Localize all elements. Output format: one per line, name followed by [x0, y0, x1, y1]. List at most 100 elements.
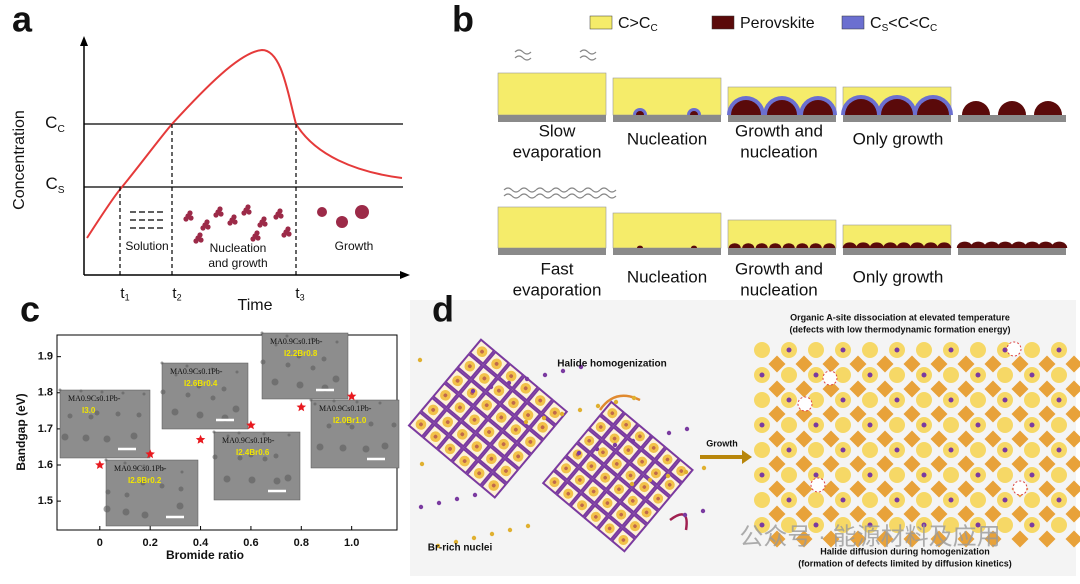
halide [494, 361, 499, 366]
cluster [355, 205, 369, 219]
halide [813, 422, 819, 428]
halide [1029, 422, 1035, 428]
octahedron [876, 405, 894, 423]
stage-label: nucleation [740, 280, 818, 299]
grain [310, 365, 316, 371]
a-site [916, 442, 932, 458]
perovskite [767, 100, 797, 115]
a-site [1024, 442, 1040, 458]
octahedron [822, 480, 840, 498]
ion [472, 492, 478, 498]
grain [122, 508, 130, 516]
panel-label: d [432, 289, 454, 330]
watermark: 公众号 · 能源材料及应用 [739, 523, 1000, 550]
halide [1002, 447, 1008, 453]
defect [797, 396, 813, 412]
legend-text: S [882, 23, 889, 34]
a-site [1051, 517, 1067, 533]
step-label: Halide homogenization [557, 359, 666, 370]
octahedron [795, 480, 813, 498]
octahedron [876, 530, 894, 548]
ion [594, 446, 600, 452]
decoration [407, 338, 1080, 553]
grain [378, 401, 382, 405]
halide [654, 471, 658, 476]
a-site [943, 367, 959, 383]
grain [196, 383, 202, 389]
halide [975, 422, 981, 428]
octahedron [849, 405, 867, 423]
note: Halide diffusion during homogenization [820, 546, 990, 556]
octahedron [930, 405, 948, 423]
a-site [916, 492, 932, 508]
ion [578, 364, 584, 370]
grain [260, 331, 264, 335]
halide [487, 430, 491, 434]
ion [612, 442, 618, 448]
region-label: and growth [208, 256, 267, 270]
grain [82, 434, 90, 442]
inset-formula: I3.0 [82, 406, 96, 415]
inset-formula: I2.8Br0.2 [128, 476, 162, 485]
halide [460, 432, 465, 437]
halide [630, 499, 635, 503]
ion [700, 508, 706, 514]
grain [212, 454, 218, 460]
octahedron [849, 530, 867, 548]
grain [273, 453, 279, 459]
perovskite [998, 101, 1026, 115]
octahedron [984, 430, 1002, 448]
halide [867, 522, 873, 528]
nuclei-label: Br-rich nuclei [428, 543, 493, 554]
grain [121, 391, 125, 395]
perovskite [731, 100, 761, 115]
data-point [246, 420, 256, 430]
halide [813, 522, 819, 528]
perovskite [1010, 241, 1027, 248]
substrate [958, 115, 1066, 122]
a-site [781, 417, 797, 433]
cluster [205, 224, 211, 230]
grain [287, 433, 291, 437]
stage-label: nucleation [740, 142, 818, 161]
perovskite [883, 242, 898, 248]
grain [105, 489, 111, 495]
grain [248, 452, 254, 458]
label-main: t [172, 285, 177, 302]
grain [79, 389, 83, 393]
a-site [1024, 492, 1040, 508]
perovskite [636, 111, 644, 115]
octahedron [930, 455, 948, 473]
x-tick-label: 0.4 [193, 537, 209, 549]
a-site [835, 517, 851, 533]
octahedron [849, 455, 867, 473]
legend-text: <C<C [888, 15, 930, 32]
legend-text: C [870, 15, 882, 32]
perovskite [755, 243, 768, 248]
inset-formula: I2.0Br1.0 [333, 416, 367, 425]
octahedron [795, 355, 813, 373]
octahedron [822, 430, 840, 448]
grain [160, 361, 164, 365]
a-site [862, 492, 878, 508]
octahedron [957, 355, 975, 373]
sem-image [310, 399, 400, 469]
grain [176, 502, 184, 510]
vapor [567, 187, 585, 199]
grain [326, 423, 332, 429]
defect [1006, 341, 1022, 357]
octahedron [957, 530, 975, 548]
legend-text: C [650, 23, 657, 34]
ion [419, 461, 425, 467]
octahedron [1011, 530, 1029, 548]
octahedron [795, 530, 813, 548]
octahedron [984, 380, 1002, 398]
y-tick-label: 1.6 [38, 459, 53, 471]
label-sub: 3 [300, 293, 305, 303]
perovskite [690, 111, 698, 115]
halide [484, 403, 489, 408]
grain [309, 398, 313, 402]
halide [617, 487, 621, 492]
grain [161, 467, 165, 471]
ion [666, 430, 672, 436]
